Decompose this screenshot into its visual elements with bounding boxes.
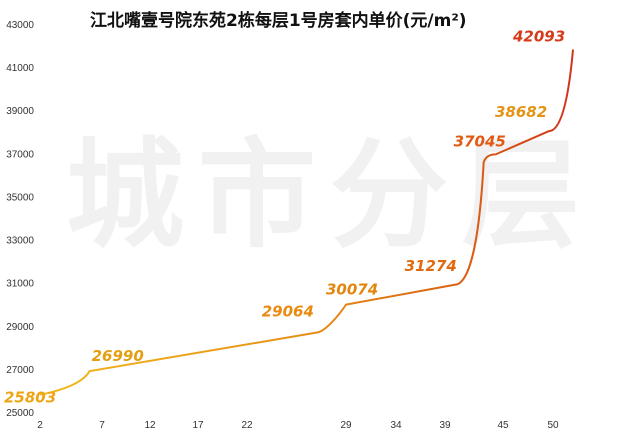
y-tick-label: 37000 <box>6 149 34 160</box>
series-line <box>39 49 574 396</box>
y-tick-label: 39000 <box>6 106 34 117</box>
watermark: 城市分层 <box>66 126 594 264</box>
data-label-42093: 42093 <box>512 28 565 46</box>
y-tick-label: 27000 <box>6 365 34 376</box>
x-tick-label: 39 <box>439 420 451 431</box>
x-axis: 2 7 12 17 22 29 34 39 45 50 <box>37 420 559 431</box>
y-axis: 25000 27000 29000 31000 33000 35000 37000 39000… <box>6 20 34 419</box>
y-tick-label: 41000 <box>6 63 34 74</box>
y-tick-label: 25000 <box>6 408 34 419</box>
data-label-25803: 25803 <box>4 389 56 407</box>
x-tick-label: 17 <box>192 420 204 431</box>
x-tick-label: 45 <box>497 420 509 431</box>
data-label-37045: 37045 <box>454 132 506 150</box>
x-tick-label: 50 <box>547 420 559 431</box>
x-tick-label: 7 <box>99 420 105 431</box>
x-tick-label: 12 <box>144 420 156 431</box>
x-tick-label: 2 <box>37 420 43 431</box>
data-label-26990: 26990 <box>92 347 144 365</box>
x-tick-label: 22 <box>241 420 253 431</box>
x-tick-label: 29 <box>340 420 352 431</box>
footer-watermark: 头条 @重庆地产NPC <box>456 404 578 420</box>
footer-text: 头条 @重庆地产NPC <box>456 404 578 420</box>
data-label-29064: 29064 <box>262 302 314 320</box>
x-tick-label: 34 <box>390 420 402 431</box>
data-label-30074: 30074 <box>326 281 378 299</box>
y-tick-label: 35000 <box>6 192 34 203</box>
data-labels: 25803 26990 29064 30074 31274 37045 38682 42093 <box>4 28 565 407</box>
data-label-31274: 31274 <box>405 257 457 275</box>
y-tick-label: 43000 <box>6 20 34 31</box>
y-tick-label: 29000 <box>6 322 34 333</box>
chart-title: 江北嘴壹号院东苑2栋每层1号房套内单价(元/m²) <box>90 10 467 31</box>
y-tick-label: 31000 <box>6 279 34 290</box>
y-tick-label: 33000 <box>6 236 34 247</box>
data-label-38682: 38682 <box>495 103 547 121</box>
